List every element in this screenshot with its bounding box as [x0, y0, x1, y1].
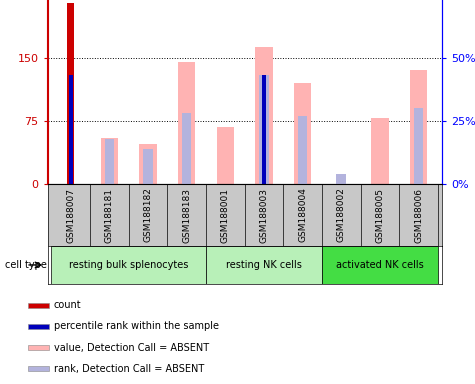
Bar [69, 75, 73, 184]
Text: count: count [54, 300, 81, 310]
Bar [410, 70, 427, 184]
Bar [139, 144, 157, 184]
Bar [336, 174, 346, 184]
Text: activated NK cells: activated NK cells [336, 260, 424, 270]
Bar [28, 366, 49, 371]
Text: GSM188006: GSM188006 [414, 187, 423, 243]
Bar [322, 246, 438, 284]
Bar [28, 324, 49, 329]
Bar [28, 303, 49, 308]
Text: GSM188004: GSM188004 [298, 188, 307, 242]
Text: resting bulk splenocytes: resting bulk splenocytes [69, 260, 189, 270]
Bar [259, 75, 269, 184]
Bar [182, 113, 191, 184]
Text: GSM188181: GSM188181 [105, 187, 114, 243]
Bar [298, 116, 307, 184]
Bar [101, 138, 118, 184]
Text: GSM188007: GSM188007 [66, 187, 75, 243]
Text: percentile rank within the sample: percentile rank within the sample [54, 321, 219, 331]
Bar [67, 3, 74, 184]
Text: GSM188001: GSM188001 [221, 187, 230, 243]
Bar [371, 118, 389, 184]
Bar [262, 75, 266, 184]
Bar [255, 48, 273, 184]
Text: resting NK cells: resting NK cells [226, 260, 302, 270]
Text: GSM188005: GSM188005 [375, 187, 384, 243]
Bar [51, 246, 206, 284]
Text: cell type: cell type [5, 260, 47, 270]
Text: GSM188183: GSM188183 [182, 187, 191, 243]
Bar [217, 127, 234, 184]
Text: GSM188003: GSM188003 [259, 187, 268, 243]
Text: GSM188002: GSM188002 [337, 188, 346, 242]
Bar [414, 108, 423, 184]
Bar [104, 139, 114, 184]
Text: value, Detection Call = ABSENT: value, Detection Call = ABSENT [54, 343, 209, 353]
Bar [28, 345, 49, 350]
Bar [206, 246, 322, 284]
Bar [294, 83, 311, 184]
Bar [143, 149, 153, 184]
Text: GSM188182: GSM188182 [143, 188, 152, 242]
Bar [178, 62, 195, 184]
Text: rank, Detection Call = ABSENT: rank, Detection Call = ABSENT [54, 364, 204, 374]
